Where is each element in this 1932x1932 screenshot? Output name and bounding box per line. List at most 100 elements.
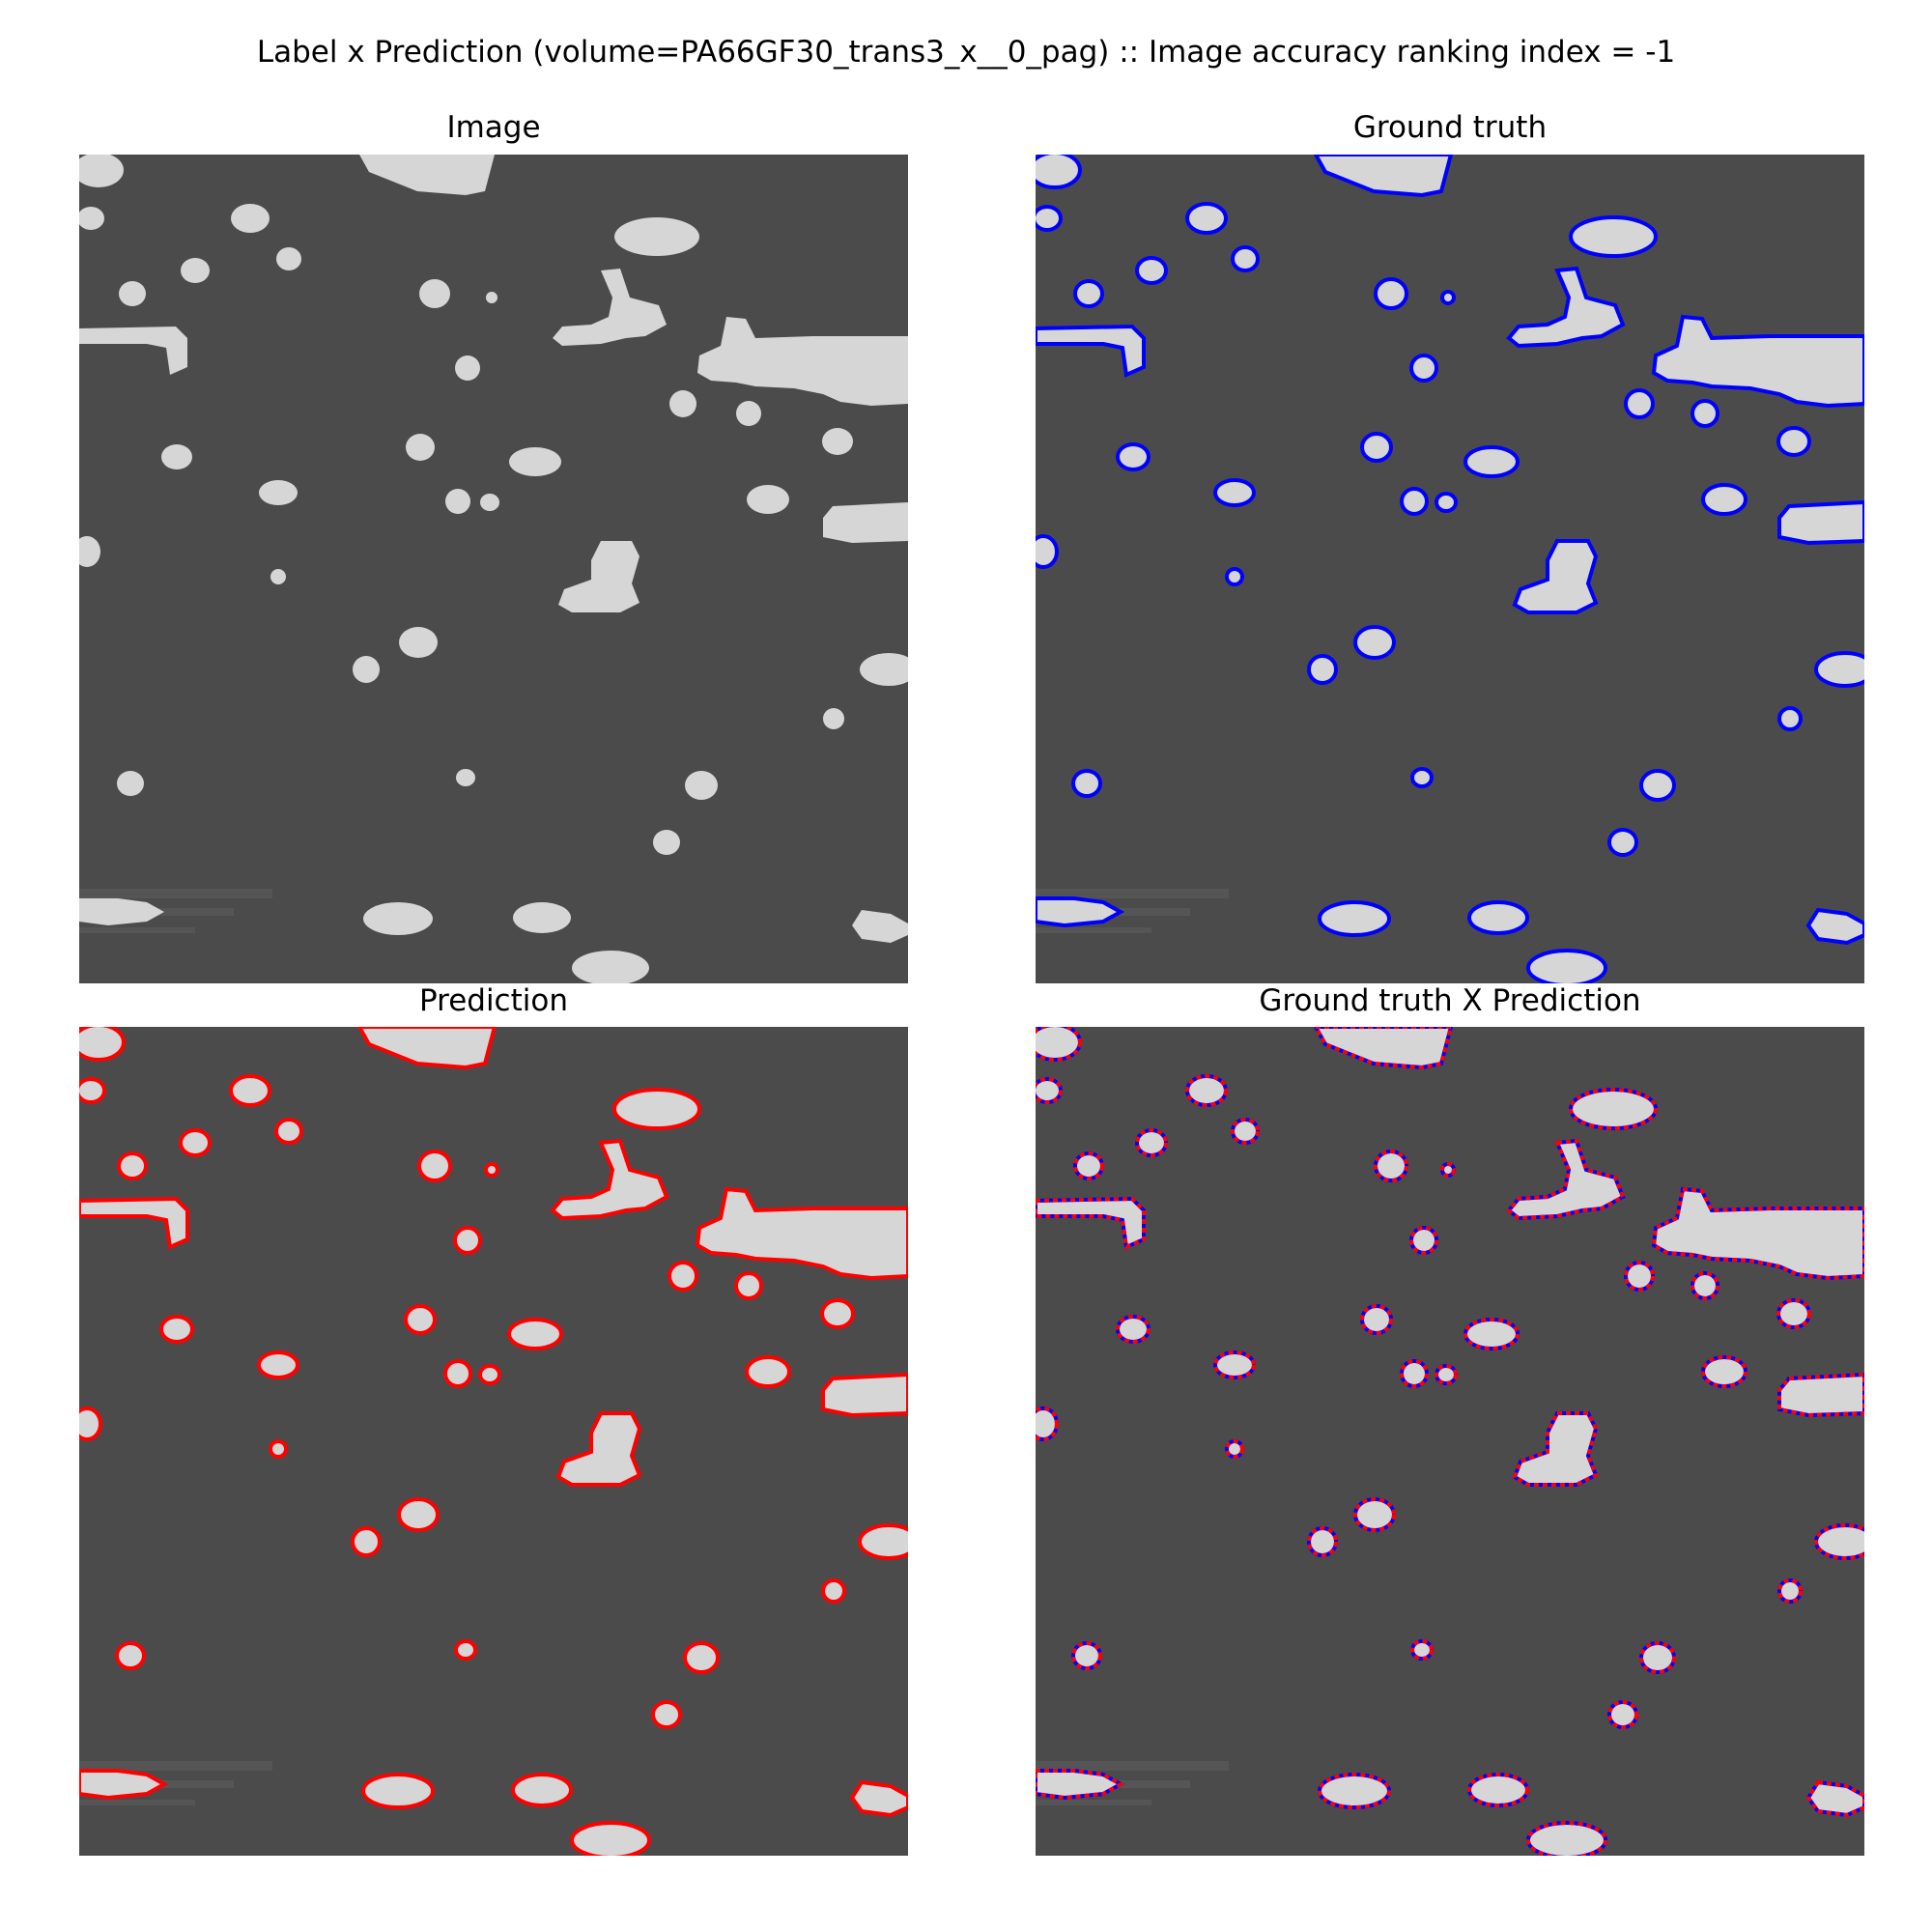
contour-4 <box>1135 256 1168 285</box>
particle-21 <box>270 569 286 584</box>
particle-9 <box>455 355 480 381</box>
particle-1 <box>1036 207 1061 230</box>
contour-39 <box>1036 1769 1125 1801</box>
particle-18 <box>1436 1366 1456 1383</box>
contour-1 <box>79 1077 106 1104</box>
ground-truth-panel <box>1036 155 1864 983</box>
particle-14 <box>1465 1320 1518 1349</box>
contour-20 <box>1036 534 1059 569</box>
ground-truth-canvas <box>1036 155 1864 983</box>
particle-1 <box>79 1079 104 1102</box>
contour-13 <box>404 1304 437 1335</box>
contour-15 <box>1116 442 1151 471</box>
contour-8 <box>1569 215 1658 258</box>
particle-5 <box>1075 281 1102 306</box>
contour-6 <box>484 1162 499 1178</box>
contour-20 <box>1036 1406 1059 1441</box>
particle-2 <box>1187 204 1226 233</box>
contour-24 <box>1814 1523 1864 1560</box>
particle-7 <box>419 1151 450 1180</box>
particle-12 <box>822 428 853 455</box>
contour-34 <box>1036 324 1146 378</box>
particle-14 <box>1465 447 1518 476</box>
particle-28 <box>685 1643 718 1672</box>
particle-18 <box>480 1366 499 1383</box>
particle-25 <box>823 708 844 729</box>
contour-25 <box>821 1578 846 1604</box>
particle-5 <box>119 281 146 306</box>
contour-40 <box>1805 907 1864 946</box>
contour-19 <box>745 1355 791 1388</box>
particle-24 <box>860 653 908 686</box>
contour-3 <box>1231 245 1260 272</box>
particle-32 <box>1528 1823 1605 1856</box>
contour-30 <box>1318 1773 1391 1809</box>
particle-33 <box>1316 155 1451 195</box>
streak-0 <box>79 1761 272 1771</box>
particle-2 <box>231 204 270 233</box>
contour-27 <box>1410 1639 1434 1661</box>
particle-34 <box>1036 1199 1144 1247</box>
streak-0 <box>79 889 272 898</box>
particle-21 <box>270 1441 286 1457</box>
particle-39 <box>79 898 164 925</box>
contour-31 <box>1467 900 1529 935</box>
contour-32 <box>1526 949 1607 983</box>
contour-38 <box>1512 539 1599 614</box>
image-panel <box>79 155 908 983</box>
contour-36 <box>1651 314 1864 409</box>
particle-16 <box>1215 1352 1254 1378</box>
particle-37 <box>823 502 908 543</box>
contour-22 <box>397 1497 440 1532</box>
contour-15 <box>159 1315 194 1344</box>
contour-22 <box>1353 1497 1396 1532</box>
particle-26 <box>117 1643 144 1668</box>
particle-20 <box>79 1408 100 1439</box>
particle-9 <box>1411 355 1436 381</box>
contour-0 <box>79 1027 126 1062</box>
contour-7 <box>417 1150 452 1182</box>
particle-22 <box>1355 627 1394 658</box>
overlay-panel <box>1036 1027 1864 1856</box>
particle-25 <box>1779 708 1801 729</box>
particle-17 <box>1402 1361 1427 1386</box>
particle-3 <box>276 247 301 270</box>
particle-3 <box>276 1120 301 1143</box>
contour-4 <box>1135 1128 1168 1157</box>
particle-38 <box>1515 1413 1596 1485</box>
contour-2 <box>1185 202 1228 235</box>
contour-13 <box>1360 432 1393 463</box>
particle-25 <box>823 1580 844 1602</box>
particle-15 <box>1118 1317 1149 1342</box>
streak-2 <box>1036 1800 1151 1805</box>
particle-40 <box>1808 1782 1864 1815</box>
particle-16 <box>1215 480 1254 505</box>
contour-20 <box>79 1406 102 1441</box>
contour-1 <box>1036 1077 1063 1104</box>
particle-31 <box>1469 1775 1527 1805</box>
particle-32 <box>1528 951 1605 983</box>
particle-38 <box>558 1413 639 1485</box>
particle-7 <box>1376 279 1406 308</box>
contour-12 <box>820 1298 855 1329</box>
particle-15 <box>161 444 192 469</box>
particle-19 <box>747 1357 789 1386</box>
particle-26 <box>1073 771 1100 796</box>
particle-7 <box>1376 1151 1406 1180</box>
streak-0 <box>1036 1761 1229 1771</box>
contour-37 <box>821 1372 908 1418</box>
particle-4 <box>181 1130 210 1155</box>
contour-32 <box>1526 1821 1607 1856</box>
particle-12 <box>822 1300 853 1327</box>
contour-17 <box>443 1359 472 1388</box>
contour-30 <box>361 1773 435 1809</box>
particle-8 <box>614 217 699 256</box>
contour-38 <box>1512 1411 1599 1487</box>
contour-0 <box>1036 155 1082 189</box>
contour-29 <box>1607 828 1638 857</box>
contour-14 <box>1463 445 1520 478</box>
particle-29 <box>1609 1702 1636 1727</box>
contour-18 <box>478 1364 501 1385</box>
particle-24 <box>1816 1525 1864 1558</box>
particle-10 <box>1626 1263 1653 1290</box>
